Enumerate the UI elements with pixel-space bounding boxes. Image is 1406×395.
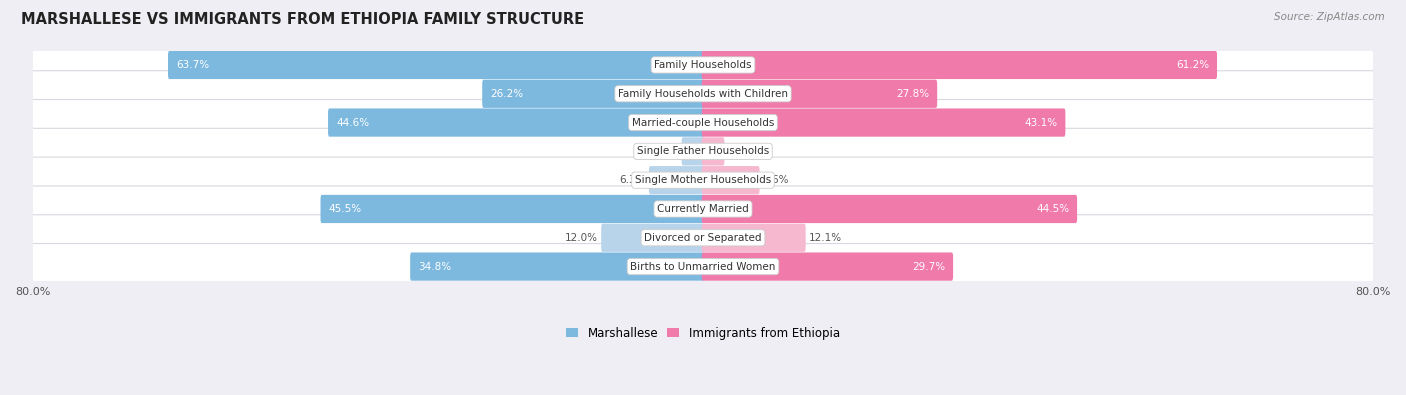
Text: 6.3%: 6.3% [620,175,645,185]
FancyBboxPatch shape [702,51,1218,79]
Text: 27.8%: 27.8% [896,89,929,99]
FancyBboxPatch shape [702,252,953,281]
FancyBboxPatch shape [30,244,1376,290]
FancyBboxPatch shape [602,224,704,252]
Text: 61.2%: 61.2% [1175,60,1209,70]
Text: 2.4%: 2.4% [727,147,754,156]
Text: 6.6%: 6.6% [762,175,789,185]
Text: Single Father Households: Single Father Households [637,147,769,156]
FancyBboxPatch shape [702,109,1066,137]
Text: Source: ZipAtlas.com: Source: ZipAtlas.com [1274,12,1385,22]
Text: 12.0%: 12.0% [565,233,599,243]
FancyBboxPatch shape [702,137,724,166]
Text: 2.4%: 2.4% [652,147,679,156]
FancyBboxPatch shape [702,224,806,252]
FancyBboxPatch shape [30,186,1376,232]
FancyBboxPatch shape [482,80,704,108]
FancyBboxPatch shape [30,42,1376,88]
Text: Divorced or Separated: Divorced or Separated [644,233,762,243]
FancyBboxPatch shape [30,71,1376,117]
Text: 12.1%: 12.1% [808,233,842,243]
Text: 43.1%: 43.1% [1025,118,1057,128]
FancyBboxPatch shape [411,252,704,281]
Legend: Marshallese, Immigrants from Ethiopia: Marshallese, Immigrants from Ethiopia [567,327,839,340]
FancyBboxPatch shape [321,195,704,223]
FancyBboxPatch shape [682,137,704,166]
FancyBboxPatch shape [30,157,1376,203]
Text: 34.8%: 34.8% [418,261,451,272]
FancyBboxPatch shape [702,166,759,194]
FancyBboxPatch shape [167,51,704,79]
FancyBboxPatch shape [702,195,1077,223]
Text: Births to Unmarried Women: Births to Unmarried Women [630,261,776,272]
FancyBboxPatch shape [30,215,1376,261]
Text: Family Households with Children: Family Households with Children [619,89,787,99]
Text: Married-couple Households: Married-couple Households [631,118,775,128]
FancyBboxPatch shape [702,80,938,108]
FancyBboxPatch shape [30,100,1376,146]
Text: 44.5%: 44.5% [1036,204,1069,214]
FancyBboxPatch shape [328,109,704,137]
Text: Family Households: Family Households [654,60,752,70]
Text: Single Mother Households: Single Mother Households [636,175,770,185]
Text: 45.5%: 45.5% [329,204,361,214]
Text: Currently Married: Currently Married [657,204,749,214]
Text: 44.6%: 44.6% [336,118,370,128]
Text: 26.2%: 26.2% [491,89,523,99]
FancyBboxPatch shape [30,128,1376,175]
Text: MARSHALLESE VS IMMIGRANTS FROM ETHIOPIA FAMILY STRUCTURE: MARSHALLESE VS IMMIGRANTS FROM ETHIOPIA … [21,12,585,27]
Text: 29.7%: 29.7% [912,261,945,272]
FancyBboxPatch shape [650,166,704,194]
Text: 63.7%: 63.7% [176,60,209,70]
